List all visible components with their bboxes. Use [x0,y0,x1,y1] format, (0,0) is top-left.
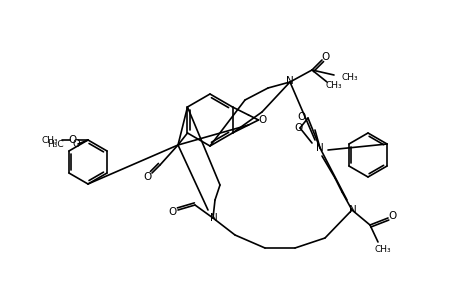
Text: CH₃: CH₃ [325,80,341,89]
Text: CH₃: CH₃ [374,245,391,254]
Text: H₃C: H₃C [47,140,64,148]
Text: CH₃: CH₃ [41,136,58,145]
Text: O: O [321,52,330,62]
Text: O: O [72,139,80,149]
Text: N: N [315,143,323,153]
Text: O: O [258,115,266,125]
Text: O: O [168,207,177,217]
Text: N: N [348,205,356,215]
Text: N: N [210,213,218,223]
Text: N: N [285,76,293,86]
Text: O: O [294,123,302,133]
Text: O: O [388,211,396,221]
Text: O: O [69,135,77,145]
Text: O: O [144,172,152,182]
Text: O: O [297,112,305,122]
Text: CH₃: CH₃ [341,73,358,82]
